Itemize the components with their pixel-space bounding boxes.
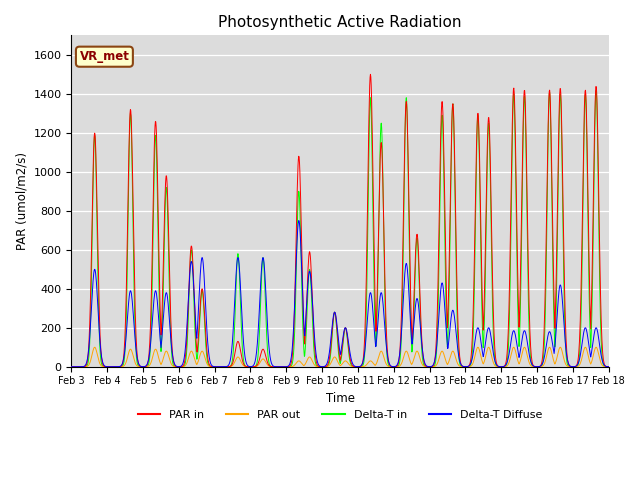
Y-axis label: PAR (umol/m2/s): PAR (umol/m2/s) [15, 152, 28, 250]
Title: Photosynthetic Active Radiation: Photosynthetic Active Radiation [218, 15, 462, 30]
X-axis label: Time: Time [326, 392, 355, 405]
Legend: PAR in, PAR out, Delta-T in, Delta-T Diffuse: PAR in, PAR out, Delta-T in, Delta-T Dif… [133, 405, 547, 424]
Text: VR_met: VR_met [79, 50, 129, 63]
